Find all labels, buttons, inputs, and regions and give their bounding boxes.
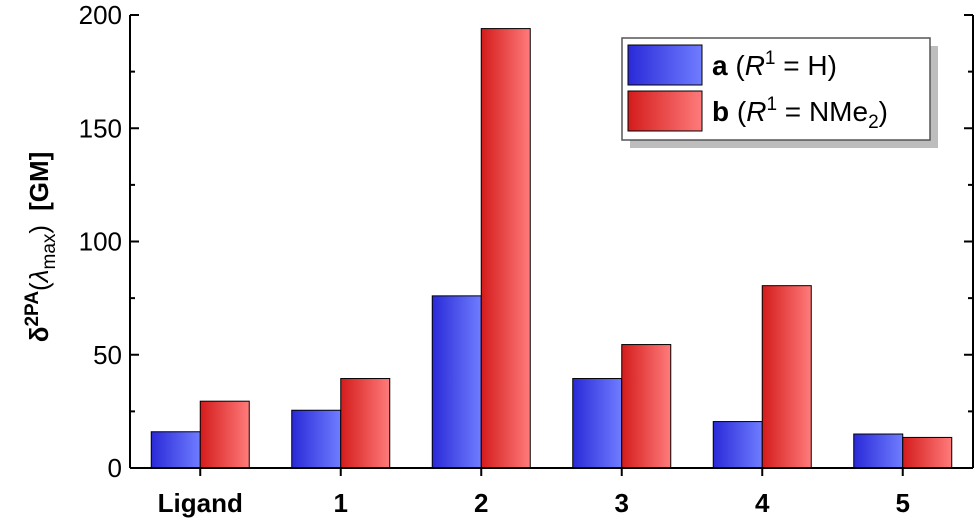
x-tick-label-1: 1 [334, 488, 348, 518]
bar-a-1 [291, 409, 342, 469]
y-tick-label: 150 [79, 113, 122, 143]
bar-b-2 [480, 28, 531, 469]
x-tick-label-4: 4 [755, 488, 770, 518]
y-tick-label: 0 [108, 453, 122, 483]
legend-swatch-a [627, 44, 703, 86]
y-tick-label: 200 [79, 0, 122, 30]
bar-b-3 [621, 344, 672, 469]
legend-swatch-b [627, 90, 703, 132]
y-tick-label: 50 [93, 340, 122, 370]
bar-a-2 [431, 295, 482, 469]
bar-b-ligand [199, 400, 250, 469]
legend-label-b: b (R1 = NMe2) [712, 94, 888, 133]
bar-a-5 [853, 433, 904, 469]
bar-a-3 [572, 378, 623, 469]
legend: a (R1 = H) b (R1 = NMe2) [621, 37, 938, 148]
bar-b-5 [902, 436, 953, 469]
bars-group [150, 28, 953, 469]
bar-a-4 [712, 421, 763, 469]
x-tick-label-3: 3 [615, 488, 629, 518]
y-axis-label: δ2PA(λmax)[GM] [22, 152, 60, 343]
x-labels-group: Ligand 1 2 3 4 5 [158, 468, 910, 518]
legend-label-a: a (R1 = H) [712, 48, 837, 81]
x-tick-label-5: 5 [896, 488, 910, 518]
bar-b-4 [761, 285, 812, 469]
bar-b-1 [340, 378, 391, 469]
bar-a-ligand [150, 431, 201, 469]
x-tick-label-ligand: Ligand [158, 488, 243, 518]
x-tick-label-2: 2 [474, 488, 488, 518]
y-tick-label: 100 [79, 227, 122, 257]
y-ticks-group: 0 50 100 150 200 [79, 0, 973, 483]
